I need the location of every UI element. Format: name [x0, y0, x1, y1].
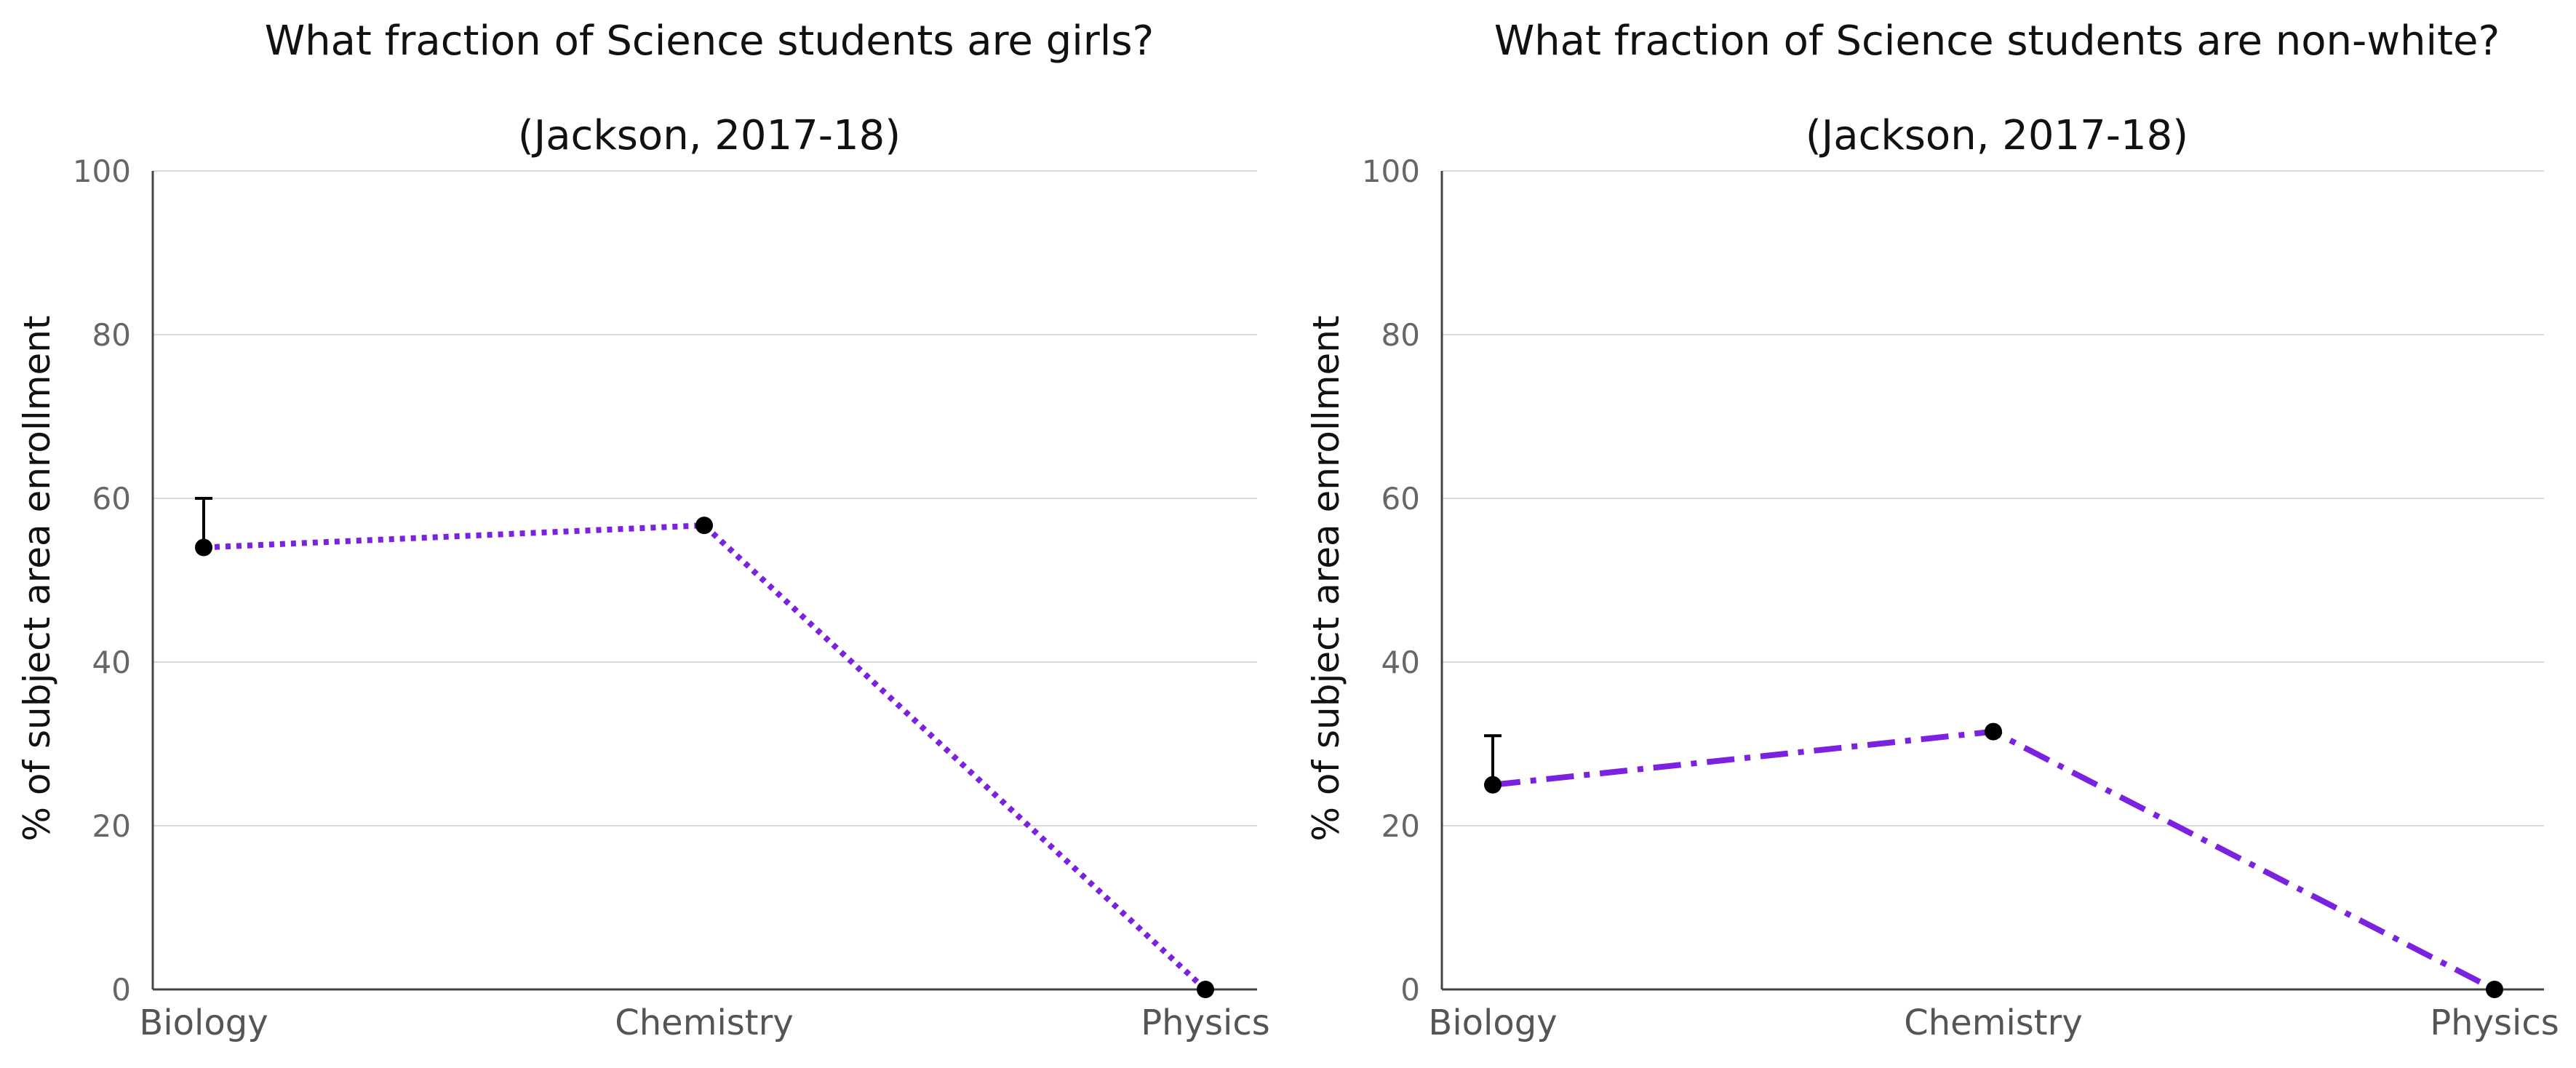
y-axis-label: % of subject area enrollment [16, 315, 58, 841]
x-tick-label: Chemistry [615, 1003, 794, 1043]
x-tick-label: Physics [2430, 1003, 2559, 1043]
y-tick-label: 40 [1381, 645, 1420, 680]
y-tick-label: 80 [1381, 317, 1420, 353]
chart-girls: What fraction of Science students are gi… [16, 17, 1270, 1043]
data-point [2486, 981, 2503, 998]
chart-subtitle: (Jackson, 2017-18) [518, 112, 901, 159]
y-tick-label: 0 [1400, 972, 1420, 1008]
y-tick-label: 60 [92, 481, 131, 517]
data-point [1197, 981, 1214, 998]
x-tick-label: Physics [1141, 1003, 1270, 1043]
y-tick-label: 80 [92, 317, 131, 353]
data-point [1484, 776, 1502, 794]
chart-subtitle: (Jackson, 2017-18) [1806, 112, 2188, 159]
series-line [203, 522, 1208, 992]
x-tick-label: Biology [139, 1003, 268, 1043]
y-axis-label: % of subject area enrollment [1305, 315, 1347, 841]
y-tick-label: 100 [73, 154, 131, 189]
y-tick-label: 20 [1381, 808, 1420, 844]
chart-title: What fraction of Science students are gi… [265, 17, 1155, 65]
x-tick-label: Chemistry [1904, 1003, 2083, 1043]
series-line [1492, 728, 2496, 992]
chart-title: What fraction of Science students are no… [1494, 17, 2500, 65]
data-point [1985, 722, 2002, 741]
x-tick-label: Biology [1428, 1003, 1557, 1043]
y-tick-label: 100 [1362, 154, 1420, 189]
y-tick-label: 60 [1381, 481, 1420, 517]
y-tick-label: 40 [92, 645, 131, 680]
data-point [695, 517, 713, 535]
chart-non-white: What fraction of Science students are no… [1305, 17, 2559, 1043]
y-tick-label: 20 [92, 808, 131, 844]
data-point [195, 538, 212, 557]
y-tick-label: 0 [111, 972, 131, 1008]
